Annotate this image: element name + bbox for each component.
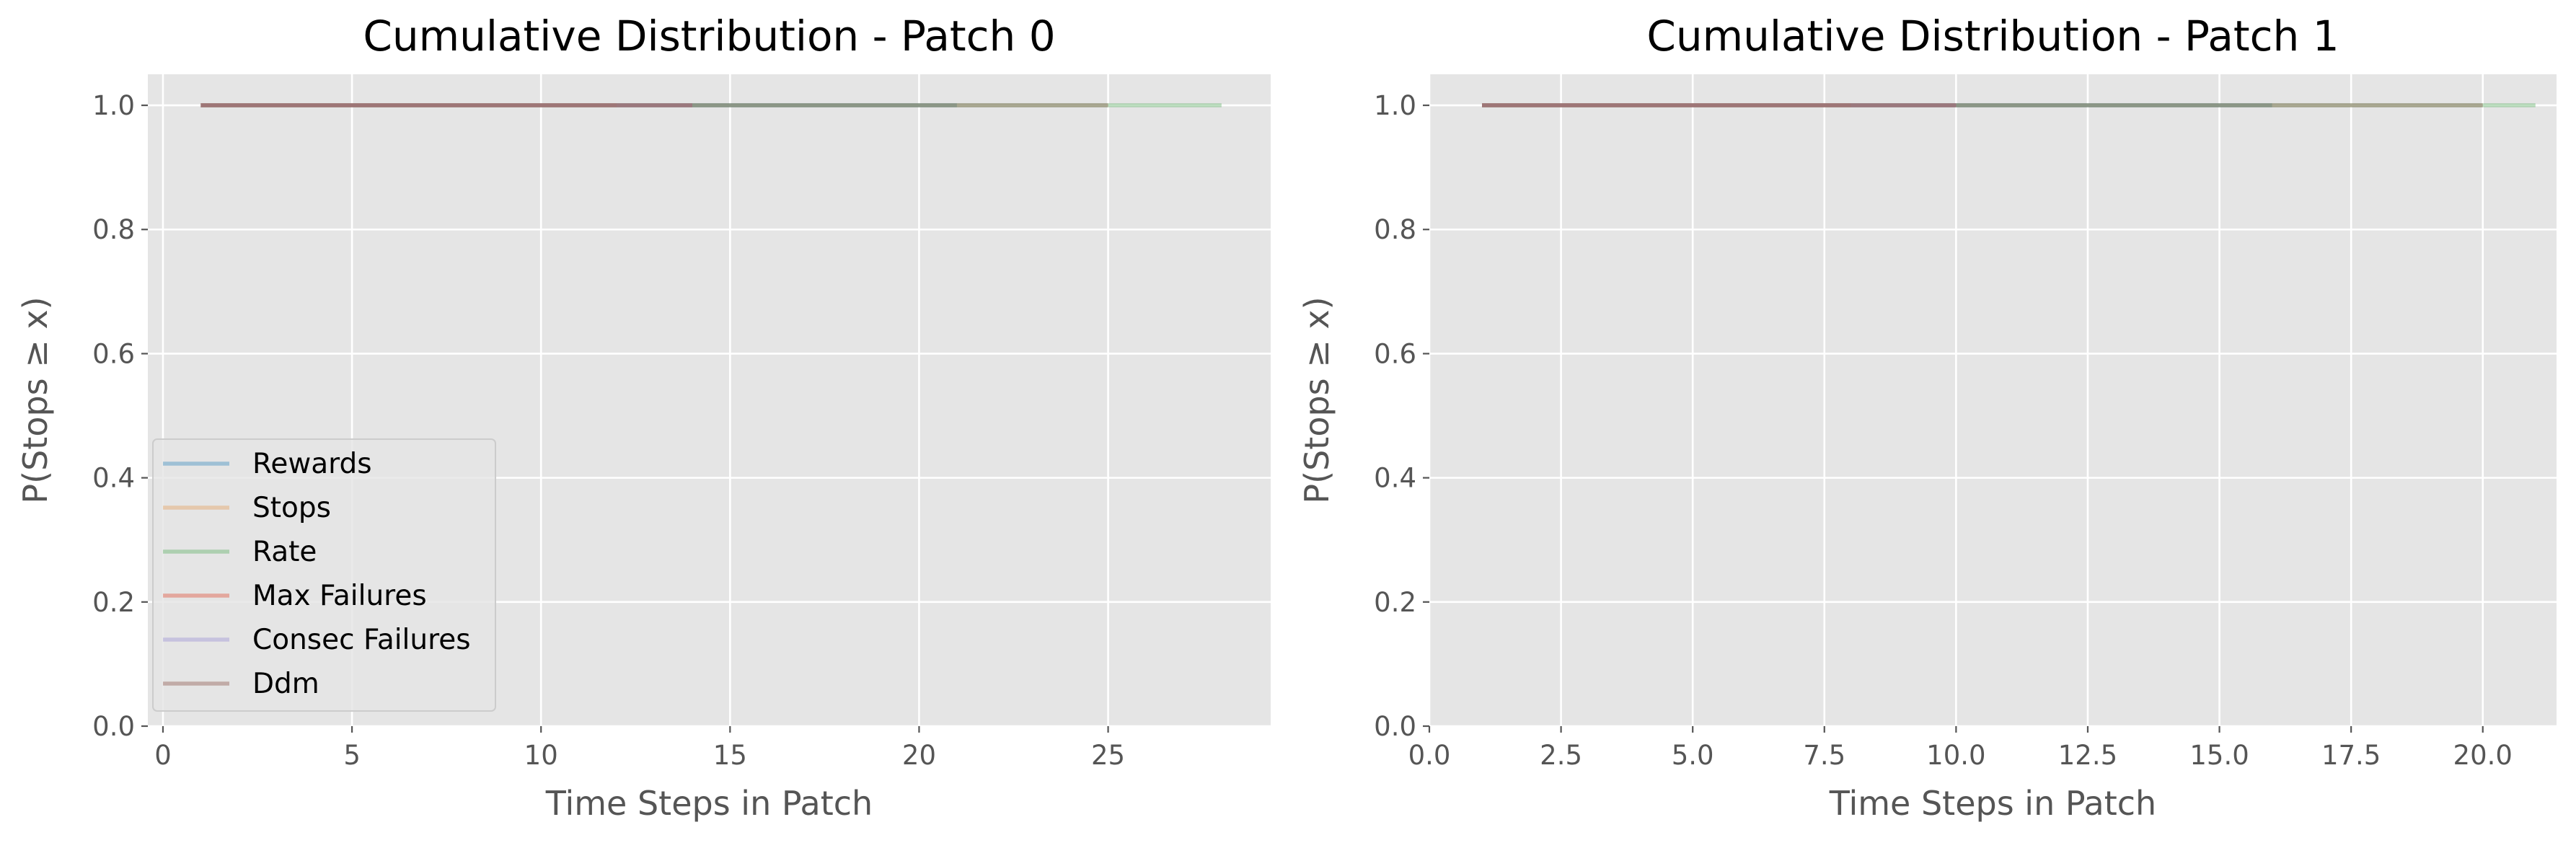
legend-label: Consec Failures (252, 624, 471, 656)
legend-box (152, 438, 496, 712)
x-tick-label: 5.0 (1672, 740, 1714, 771)
x-tick-label: 15.0 (2189, 740, 2249, 771)
chart-panel-0: 0 5 10 15 20 25 0.0 0.2 0.4 0.6 0.8 1.0 Cumulative D… (16, 12, 1271, 823)
y-tick-label: 1.0 (92, 90, 135, 121)
x-tick-label: 10 (524, 740, 558, 771)
x-tick-label: 0 (154, 740, 172, 771)
legend-label: Max Failures (252, 580, 427, 612)
legend-label: Stops (252, 492, 331, 524)
y-tick-label: 0.4 (1374, 463, 1416, 494)
y-tick-label: 0.6 (1374, 338, 1416, 369)
y-tick-label: 0.6 (92, 338, 135, 369)
x-axis-label: Time Steps in Patch (1829, 784, 2156, 823)
x-tick-label: 20 (902, 740, 936, 771)
y-axis-label: P(Stops ≥ x) (16, 296, 55, 503)
legend-label: Rewards (252, 448, 372, 480)
y-tick-label: 0.8 (92, 214, 135, 245)
x-tick-label: 17.5 (2321, 740, 2381, 771)
x-tick-label: 10.0 (1926, 740, 1985, 771)
x-axis-label: Time Steps in Patch (545, 784, 873, 823)
plot-area (1429, 74, 2557, 726)
chart-title: Cumulative Distribution - Patch 1 (1646, 12, 2339, 61)
legend: Rewards Stops Rate Max Failures Consec Failu… (152, 438, 496, 712)
x-tick-label: 20.0 (2453, 740, 2513, 771)
y-tick-label: 1.0 (1374, 90, 1416, 121)
y-tick-label: 0.0 (1374, 711, 1416, 742)
x-tick-label: 7.5 (1803, 740, 1845, 771)
chart-title: Cumulative Distribution - Patch 0 (363, 12, 1055, 61)
x-tick-label: 5 (343, 740, 361, 771)
x-tick-label: 25 (1091, 740, 1125, 771)
x-tick-label: 2.5 (1540, 740, 1582, 771)
y-axis-label: P(Stops ≥ x) (1297, 296, 1336, 503)
x-tick-label: 0.0 (1408, 740, 1451, 771)
legend-label: Ddm (252, 668, 319, 700)
legend-label: Rate (252, 536, 317, 568)
x-tick-label: 15 (713, 740, 747, 771)
y-tick-label: 0.2 (92, 587, 135, 618)
chart-panel-1: 0.0 2.5 5.0 7.5 10.0 12.5 15.0 17.5 20.0 0.0 0.2 0.… (1297, 12, 2557, 823)
x-tick-label: 12.5 (2058, 740, 2117, 771)
y-tick-label: 0.2 (1374, 587, 1416, 618)
y-tick-label: 0.4 (92, 463, 135, 494)
y-tick-label: 0.8 (1374, 214, 1416, 245)
y-tick-label: 0.0 (92, 711, 135, 742)
